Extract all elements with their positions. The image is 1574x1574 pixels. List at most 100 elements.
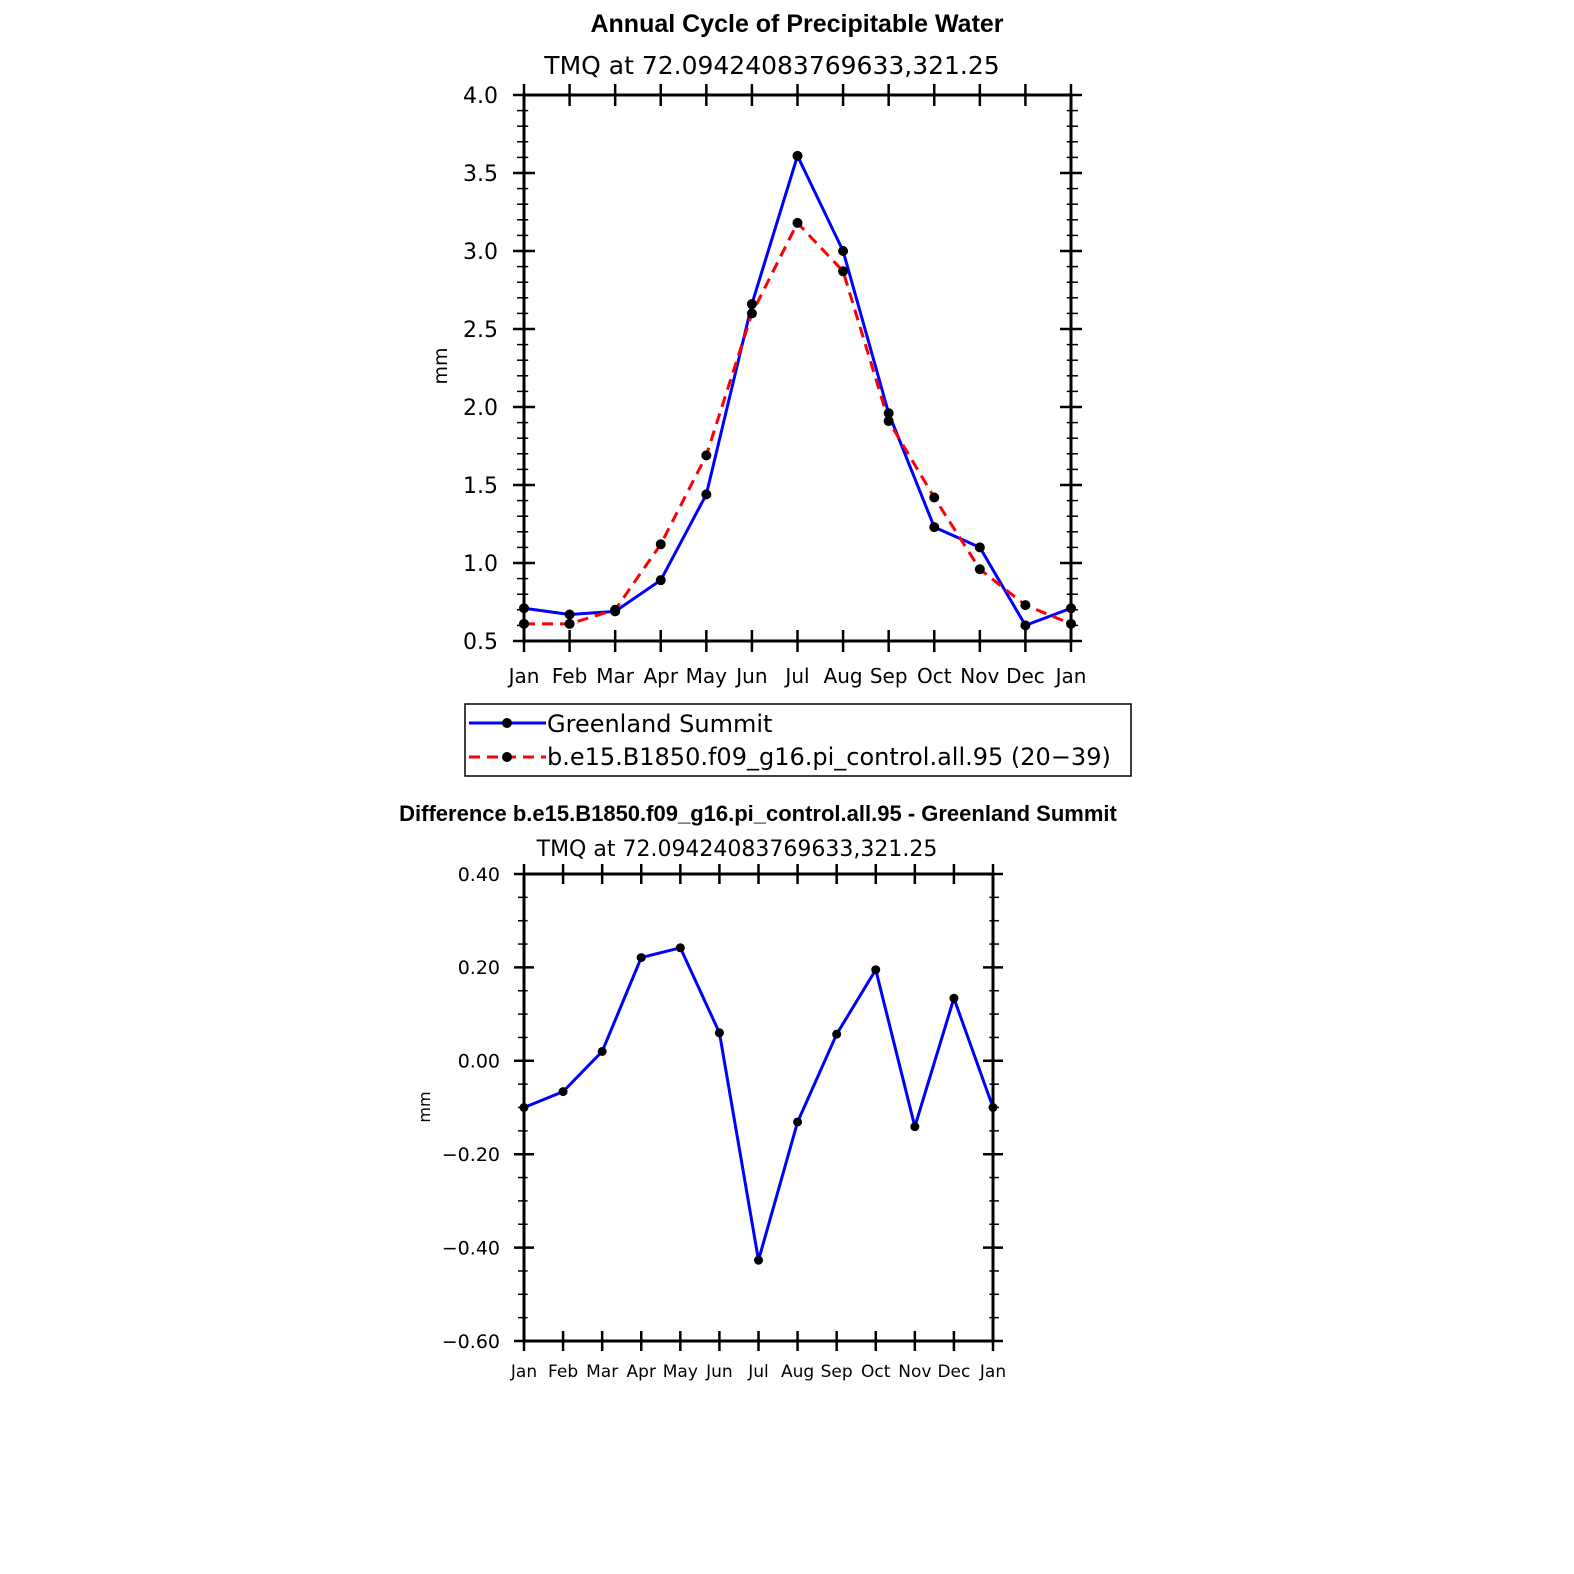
x-tick-label: Oct bbox=[861, 1362, 891, 1382]
x-tick-label: Sep bbox=[821, 1362, 853, 1382]
y-tick-label: 0.00 bbox=[458, 1051, 500, 1073]
series-0-point bbox=[949, 993, 959, 1003]
series-0-point bbox=[636, 953, 646, 963]
series-1-point bbox=[1020, 600, 1031, 611]
series-line-0 bbox=[523, 946, 995, 1262]
x-tick-label: Nov bbox=[898, 1362, 931, 1382]
legend-marker-model bbox=[502, 752, 512, 762]
series-0-point bbox=[883, 408, 894, 419]
chart2-plot-frame bbox=[522, 872, 995, 1343]
chart2-title: Difference b.e15.B1850.f09_g16.pi_contro… bbox=[399, 801, 1117, 826]
series-0-point bbox=[754, 1255, 763, 1265]
chart2-ticks bbox=[514, 864, 1003, 1351]
series-0-point bbox=[675, 943, 685, 953]
x-tick-label: Aug bbox=[824, 664, 863, 688]
series-1-point bbox=[792, 217, 803, 228]
chart1-ylabel: mm bbox=[430, 347, 452, 384]
chart2-y-tick-labels: −0.60 −0.40 −0.20 0.00 0.20 0.40 bbox=[442, 864, 500, 1353]
series-1-point bbox=[701, 450, 712, 461]
y-tick-label: 1.0 bbox=[463, 552, 498, 577]
y-tick-label: 0.20 bbox=[458, 957, 500, 979]
chart1-series bbox=[519, 150, 1076, 631]
x-tick-label: Jul bbox=[783, 664, 809, 688]
series-0-point bbox=[558, 1087, 568, 1097]
legend-label-model: b.e15.B1850.f09_g16.pi_control.all.95 (2… bbox=[547, 743, 1111, 771]
series-0-point bbox=[597, 1046, 607, 1056]
difference-chart: Difference b.e15.B1850.f09_g16.pi_contro… bbox=[399, 801, 1117, 1382]
chart1-ticks bbox=[513, 84, 1082, 652]
series-0-point bbox=[655, 575, 666, 586]
series-0-point bbox=[1020, 620, 1031, 631]
x-tick-label: Oct bbox=[917, 664, 952, 688]
y-tick-label: 2.5 bbox=[463, 318, 498, 343]
y-tick-label: 3.0 bbox=[463, 240, 498, 265]
y-tick-label: 2.0 bbox=[463, 396, 498, 421]
y-tick-label: −0.40 bbox=[442, 1237, 500, 1259]
x-tick-label: Dec bbox=[1006, 664, 1045, 688]
chart1-legend: Greenland Summit b.e15.B1850.f09_g16.pi_… bbox=[464, 703, 1132, 777]
y-tick-label: 0.5 bbox=[463, 630, 498, 655]
chart1-title: Annual Cycle of Precipitable Water bbox=[590, 10, 1003, 38]
legend-label-greenland-summit: Greenland Summit bbox=[547, 710, 772, 738]
legend-entry-greenland-summit: Greenland Summit bbox=[469, 710, 772, 738]
x-tick-label: Sep bbox=[870, 664, 908, 688]
x-tick-label: Mar bbox=[586, 1362, 618, 1382]
series-1-point bbox=[974, 564, 985, 575]
x-tick-label: Jan bbox=[979, 1362, 1006, 1382]
series-0-point bbox=[792, 150, 803, 161]
x-tick-label: Feb bbox=[552, 664, 587, 688]
x-tick-label: Jan bbox=[510, 1362, 537, 1382]
series-0-point bbox=[714, 1028, 724, 1038]
x-tick-label: Apr bbox=[643, 664, 678, 688]
x-tick-label: Jun bbox=[705, 1362, 733, 1382]
x-tick-label: Dec bbox=[937, 1362, 970, 1382]
chart1-x-tick-labels: Jan Feb Mar Apr May Jun Jul Aug Sep Oct Nov Dec Jan bbox=[507, 664, 1087, 688]
series-0-point bbox=[793, 1117, 803, 1127]
x-tick-label: May bbox=[686, 664, 728, 688]
series-1-point bbox=[655, 539, 666, 550]
x-tick-label: Feb bbox=[548, 1362, 578, 1382]
x-tick-label: Jan bbox=[507, 664, 540, 688]
y-tick-label: 4.0 bbox=[463, 84, 498, 109]
series-0-point bbox=[974, 542, 985, 553]
series-1-point bbox=[883, 416, 894, 427]
series-0-point bbox=[564, 609, 575, 620]
legend-box bbox=[464, 703, 1132, 777]
series-0-point bbox=[871, 965, 881, 975]
series-0-point bbox=[929, 522, 940, 533]
x-tick-label: Jul bbox=[747, 1362, 769, 1382]
x-tick-label: Mar bbox=[596, 664, 635, 688]
series-1-point bbox=[746, 308, 757, 319]
y-tick-label: 3.5 bbox=[463, 162, 498, 187]
chart1-subtitle: TMQ at 72.09424083769633,321.25 bbox=[543, 51, 999, 80]
series-1-point bbox=[929, 492, 940, 503]
y-tick-label: 0.40 bbox=[458, 864, 500, 886]
chart2-x-tick-labels: Jan Feb Mar Apr May Jun Jul Aug Sep Oct Nov Dec Jan bbox=[510, 1362, 1006, 1382]
series-1-point bbox=[838, 266, 849, 277]
x-tick-label: Jan bbox=[1054, 664, 1087, 688]
x-tick-label: May bbox=[663, 1362, 698, 1382]
series-1-point bbox=[610, 604, 621, 615]
chart1-y-tick-labels: 0.5 1.0 1.5 2.0 2.5 3.0 3.5 4.0 bbox=[463, 84, 498, 655]
chart1-plot-frame bbox=[522, 93, 1073, 643]
series-0-point bbox=[832, 1029, 842, 1039]
legend-entry-model: b.e15.B1850.f09_g16.pi_control.all.95 (2… bbox=[469, 743, 1111, 771]
y-tick-label: −0.20 bbox=[442, 1144, 500, 1166]
x-tick-label: Nov bbox=[960, 664, 999, 688]
chart2-series bbox=[519, 943, 998, 1265]
series-0-point bbox=[910, 1122, 920, 1132]
series-0-point bbox=[838, 246, 849, 256]
annual-cycle-chart: Annual Cycle of Precipitable Water TMQ a… bbox=[430, 10, 1132, 777]
x-tick-label: Jun bbox=[734, 664, 767, 688]
y-tick-label: −0.60 bbox=[442, 1331, 500, 1353]
x-tick-label: Apr bbox=[627, 1362, 656, 1382]
x-tick-label: Aug bbox=[781, 1362, 814, 1382]
series-1-point bbox=[564, 618, 575, 629]
series-0-point bbox=[701, 489, 712, 500]
chart2-ylabel: mm bbox=[415, 1091, 434, 1122]
y-tick-label: 1.5 bbox=[463, 474, 498, 499]
series-0-point bbox=[746, 299, 757, 310]
legend-marker-greenland-summit bbox=[502, 718, 512, 728]
chart2-subtitle: TMQ at 72.09424083769633,321.25 bbox=[536, 837, 938, 862]
